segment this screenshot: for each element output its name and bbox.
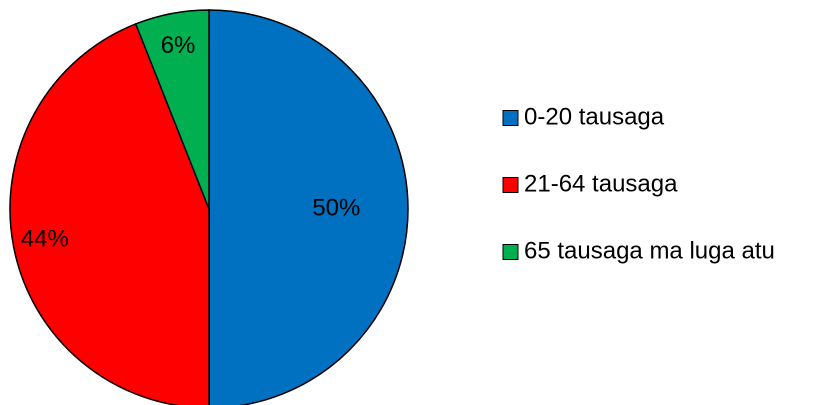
pie-slice-label-3: 6% [161, 32, 196, 59]
pie-slice-labels: 50% 44% 6% [21, 32, 361, 253]
legend-swatch-1 [502, 110, 519, 126]
legend-swatch-2 [502, 177, 519, 193]
pie-slice-label-2: 44% [21, 226, 69, 253]
pie-slices [9, 9, 409, 405]
legend-label-2: 21-64 tausaga [524, 170, 678, 197]
legend: 0-20 tausaga 21-64 tausaga 65 tausaga ma l… [502, 103, 775, 264]
pie-slice-3 [134, 9, 210, 210]
legend-swatch-3 [502, 244, 519, 260]
legend-label-1: 0-20 tausaga [524, 103, 665, 130]
pie-slice-label-1: 50% [312, 194, 360, 221]
legend-label-3: 65 tausaga ma luga atu [524, 237, 775, 264]
pie-slice-2 [9, 23, 210, 405]
pie-slice-1 [208, 9, 409, 405]
